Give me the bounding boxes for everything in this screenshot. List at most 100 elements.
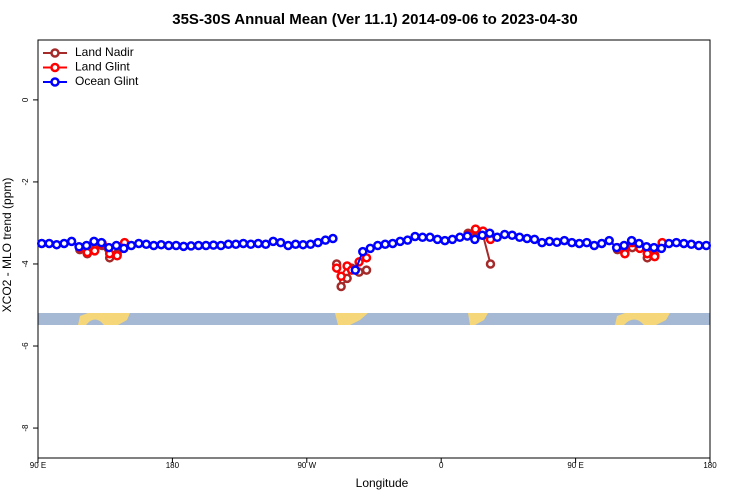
point [328,233,338,244]
point [208,240,219,250]
point [361,265,372,275]
point [447,234,458,245]
point [440,235,450,246]
point [283,240,293,251]
point [470,234,480,245]
point [231,239,241,250]
point [462,231,473,241]
point [417,232,428,243]
y-tick-label: -4 [21,260,30,268]
point [619,240,629,251]
point [148,240,159,251]
point [634,238,644,249]
y-tick-label: -2 [21,178,30,186]
point [626,235,637,246]
point [89,236,99,247]
point [171,240,181,251]
point [552,237,562,247]
point [111,240,122,251]
point [649,242,659,253]
point [671,237,682,248]
point [649,251,660,262]
x-tick-label: 90 W [297,461,316,470]
point [358,246,368,257]
point [470,224,481,234]
point [686,239,697,250]
legend-label: Ocean Glint [75,74,139,88]
x-tick-label: 180 [703,461,717,470]
point [298,239,308,250]
point [499,229,510,240]
point [141,239,152,250]
point [51,239,62,250]
point [238,238,249,249]
point [104,242,114,253]
point [432,234,443,245]
x-tick-label: 0 [439,461,444,470]
point [336,281,346,292]
point [336,271,346,282]
y-tick-label: 0 [21,97,30,102]
point [387,238,398,249]
y-tick-label: -6 [21,342,30,350]
legend-label: Land Glint [75,60,130,74]
point [395,236,405,247]
legend-marker [50,62,60,73]
point [485,259,496,269]
point [112,251,122,261]
x-tick-label: 180 [166,461,180,470]
point [574,238,585,249]
point [582,237,592,248]
point [641,241,652,252]
point [544,236,555,247]
point [365,243,376,254]
point [119,243,129,254]
point [260,239,271,250]
point [372,240,383,251]
point [402,235,413,245]
point [275,237,286,248]
legend-marker [50,77,60,87]
point [96,237,107,248]
plot-frame [37,39,711,459]
x-tick-label: 90 E [30,461,46,470]
point [425,232,435,243]
point [156,239,166,250]
chart-title: 35S-30S Annual Mean (Ver 11.1) 2014-09-0… [172,11,578,28]
point [186,241,196,251]
legend-marker [50,48,60,58]
point [201,240,211,251]
x-tick-label: 90 E [567,461,583,470]
point [455,232,465,243]
point [74,241,84,252]
point [656,243,667,254]
point [178,241,189,252]
point [664,238,674,249]
point [268,236,278,247]
point [134,238,144,249]
point [596,238,607,249]
x-axis-label: Longitude [356,476,409,490]
point [246,239,256,250]
point [81,240,92,251]
point [331,263,342,273]
point [320,235,331,245]
point [529,234,540,245]
point [604,235,614,246]
point [36,238,47,249]
map-strip [38,313,710,325]
point [522,233,532,244]
y-axis-label: XCO2 - MLO trend (ppm) [0,178,14,313]
point [679,238,689,249]
legend-label: Land Nadir [75,45,134,59]
point [484,228,495,238]
point [492,232,502,243]
point [589,240,600,251]
point [694,240,704,251]
point [126,240,137,251]
point [44,238,54,249]
point [701,240,712,251]
point [216,240,226,251]
point [163,240,174,251]
point [559,235,570,246]
